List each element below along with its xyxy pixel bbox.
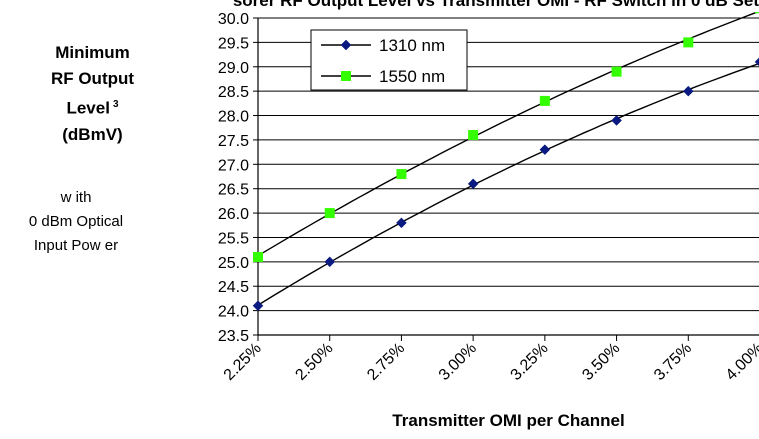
x-tick-label: 3.50% [579, 340, 623, 384]
data-point-1310nm [611, 115, 622, 126]
y-tick-label: 29.0 [218, 60, 249, 77]
y-tick-label: 28.5 [218, 84, 249, 101]
data-point-1550nm [539, 95, 550, 106]
data-point-1310nm [467, 178, 479, 190]
data-point-1310nm [754, 57, 759, 67]
y-tick-label: 25.0 [218, 255, 249, 272]
trend-line [257, 12, 759, 257]
data-point-1550nm [324, 208, 335, 219]
y-axis-label: Minimum RF Output Level 3 (dBmV) [0, 40, 185, 148]
x-axis-label: Transmitter OMI per Channel [392, 411, 625, 430]
trend-line [257, 62, 759, 306]
y-axis-label-line3: Level 3 [0, 92, 185, 122]
data-point-1550nm [253, 251, 263, 262]
y-axis-sublabel-line1: w ith [60, 189, 92, 206]
y-tick-label: 30.0 [218, 11, 249, 28]
y-axis-label-line4: (dBmV) [62, 124, 123, 144]
y-axis-label-footnote: 3 [112, 99, 119, 110]
data-point-1550nm [683, 37, 694, 48]
y-axis-sublabel-line2: 0 dBm Optical [28, 213, 124, 230]
data-point-1310nm [324, 256, 336, 268]
data-point-1310nm [682, 85, 694, 97]
y-tick-label: 27.0 [218, 157, 249, 174]
x-tick-label: 3.00% [436, 340, 480, 384]
y-tick-label: 24.5 [218, 279, 249, 296]
y-axis-label-level: Level [66, 98, 110, 118]
data-point-1310nm [396, 217, 407, 229]
y-axis-sublabel: w ith 0 dBm Optical Input Pow er [0, 186, 152, 258]
y-tick-label: 28.0 [218, 109, 249, 126]
x-tick-label: 3.75% [651, 340, 695, 384]
y-axis-label-line2: RF Output [50, 69, 135, 88]
y-tick-label: 24.0 [218, 304, 249, 321]
x-tick-label: 4.00% [723, 340, 759, 384]
y-tick-label: 25.5 [218, 230, 249, 247]
chart-title: sorer RF Output Level vs Transmitter OMI… [232, 0, 759, 10]
data-point-1550nm [755, 12, 759, 14]
data-point-1310nm [539, 144, 551, 156]
legend-label: 1310 nm [379, 36, 445, 55]
x-tick-label: 2.50% [292, 340, 336, 384]
y-axis-label-line1: Minimum [55, 43, 130, 62]
y-tick-label: 27.5 [218, 133, 249, 150]
x-tick-label: 2.75% [364, 340, 408, 384]
y-tick-label: 29.5 [218, 35, 249, 52]
y-tick-label: 26.0 [218, 206, 249, 223]
x-tick-label: 3.25% [508, 340, 552, 384]
data-point-1550nm [396, 169, 407, 180]
y-tick-label: 23.5 [218, 328, 249, 345]
data-point-1550nm [468, 130, 479, 141]
legend-label: 1550 nm [379, 67, 445, 86]
y-axis-sublabel-line3: Input Pow er [33, 237, 119, 254]
data-point-1550nm [611, 66, 622, 77]
legend-marker [341, 71, 351, 81]
legend-box [310, 29, 468, 91]
data-point-1310nm [252, 300, 264, 312]
y-tick-label: 26.5 [218, 182, 249, 199]
legend-marker [340, 39, 352, 51]
x-tick-label: 2.25% [221, 340, 265, 384]
